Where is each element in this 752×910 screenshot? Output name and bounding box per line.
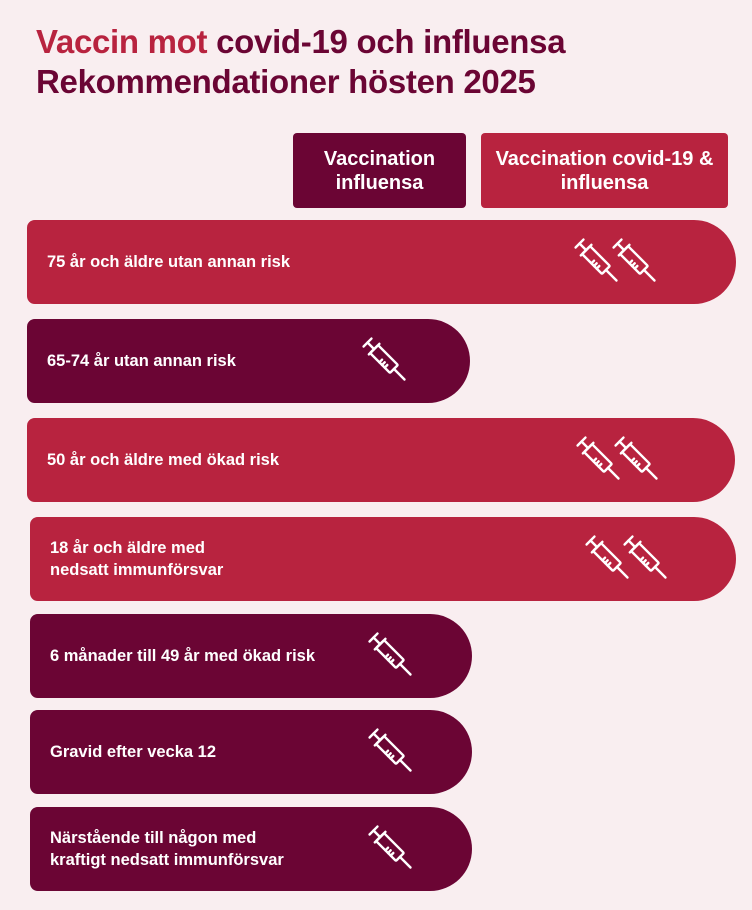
row-6m-49: 6 månader till 49 år med ökad risk [30,614,472,698]
syringe-icon [614,436,658,480]
syringe-icon [362,337,406,381]
syringe-icon [368,728,412,772]
syringe-icon [368,825,412,869]
row-75-plus: 75 år och äldre utan annan risk [27,220,736,304]
legend-covid-influensa: Vaccination covid-19 & influensa [481,133,728,208]
syringe-icon [612,238,656,282]
row-narstaende: Närstående till någon med kraftigt nedsa… [30,807,472,891]
row-gravid: Gravid efter vecka 12 [30,710,472,794]
page-title: Vaccin mot covid-19 och influensa Rekomm… [36,23,566,100]
syringe-icon [368,632,412,676]
syringe-icons [358,333,406,389]
syringe-icons [570,234,656,290]
syringe-icons [364,821,412,877]
syringe-icon [576,436,620,480]
syringe-icons [364,628,412,684]
syringe-icon [623,535,667,579]
row-65-74: 65-74 år utan annan risk [27,319,470,403]
syringe-icons [581,531,667,587]
row-50-plus-risk: 50 år och äldre med ökad risk [27,418,735,502]
syringe-icon [574,238,618,282]
syringe-icons [572,432,658,488]
row-18-plus-immun: 18 år och äldre med nedsatt immunförsvar [30,517,736,601]
legend-influensa: Vaccination influensa [293,133,466,208]
syringe-icons [364,724,412,780]
syringe-icon [585,535,629,579]
